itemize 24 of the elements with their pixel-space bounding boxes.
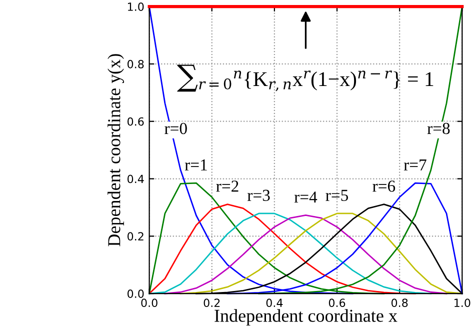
x-tick-label: 0.6 [328,298,346,308]
y-tick-label: 1.0 [128,2,144,11]
text: ∑$_{r=0}$$^{n}${K$_{r,n}$x$^{r}$(1−x)$^{n−r}$} = 1 [177,64,434,92]
annotation: r=5 [326,190,348,201]
annotation: r=7 [404,159,426,170]
x-tick-label: 0.8 [391,298,408,308]
annotation: r=8 [427,122,450,134]
x-tick-label: 0.4 [266,298,283,308]
y-tick-label: 0.4 [128,174,144,184]
y-tick-label: 0.8 [128,60,144,68]
annotation: r=0 [164,122,187,134]
y-tick-label: 0.0 [128,290,144,298]
x-axis-title: Independent coordinate x [214,309,398,326]
x-tick-label: 1.0 [454,298,470,308]
annotation: r=3 [247,190,270,201]
annotation: r=6 [372,180,396,192]
y-tick-label: 0.2 [128,232,144,241]
x-tick-label: 0.0 [141,298,158,308]
annotation: r=4 [294,192,318,203]
x-tick-label: 0.2 [204,298,220,308]
annotation: r=1 [184,159,207,170]
y-tick-label: 0.6 [128,117,144,126]
y-axis-title: Dependent coordinate y(x) [108,54,124,246]
annotation: r=2 [216,180,238,192]
